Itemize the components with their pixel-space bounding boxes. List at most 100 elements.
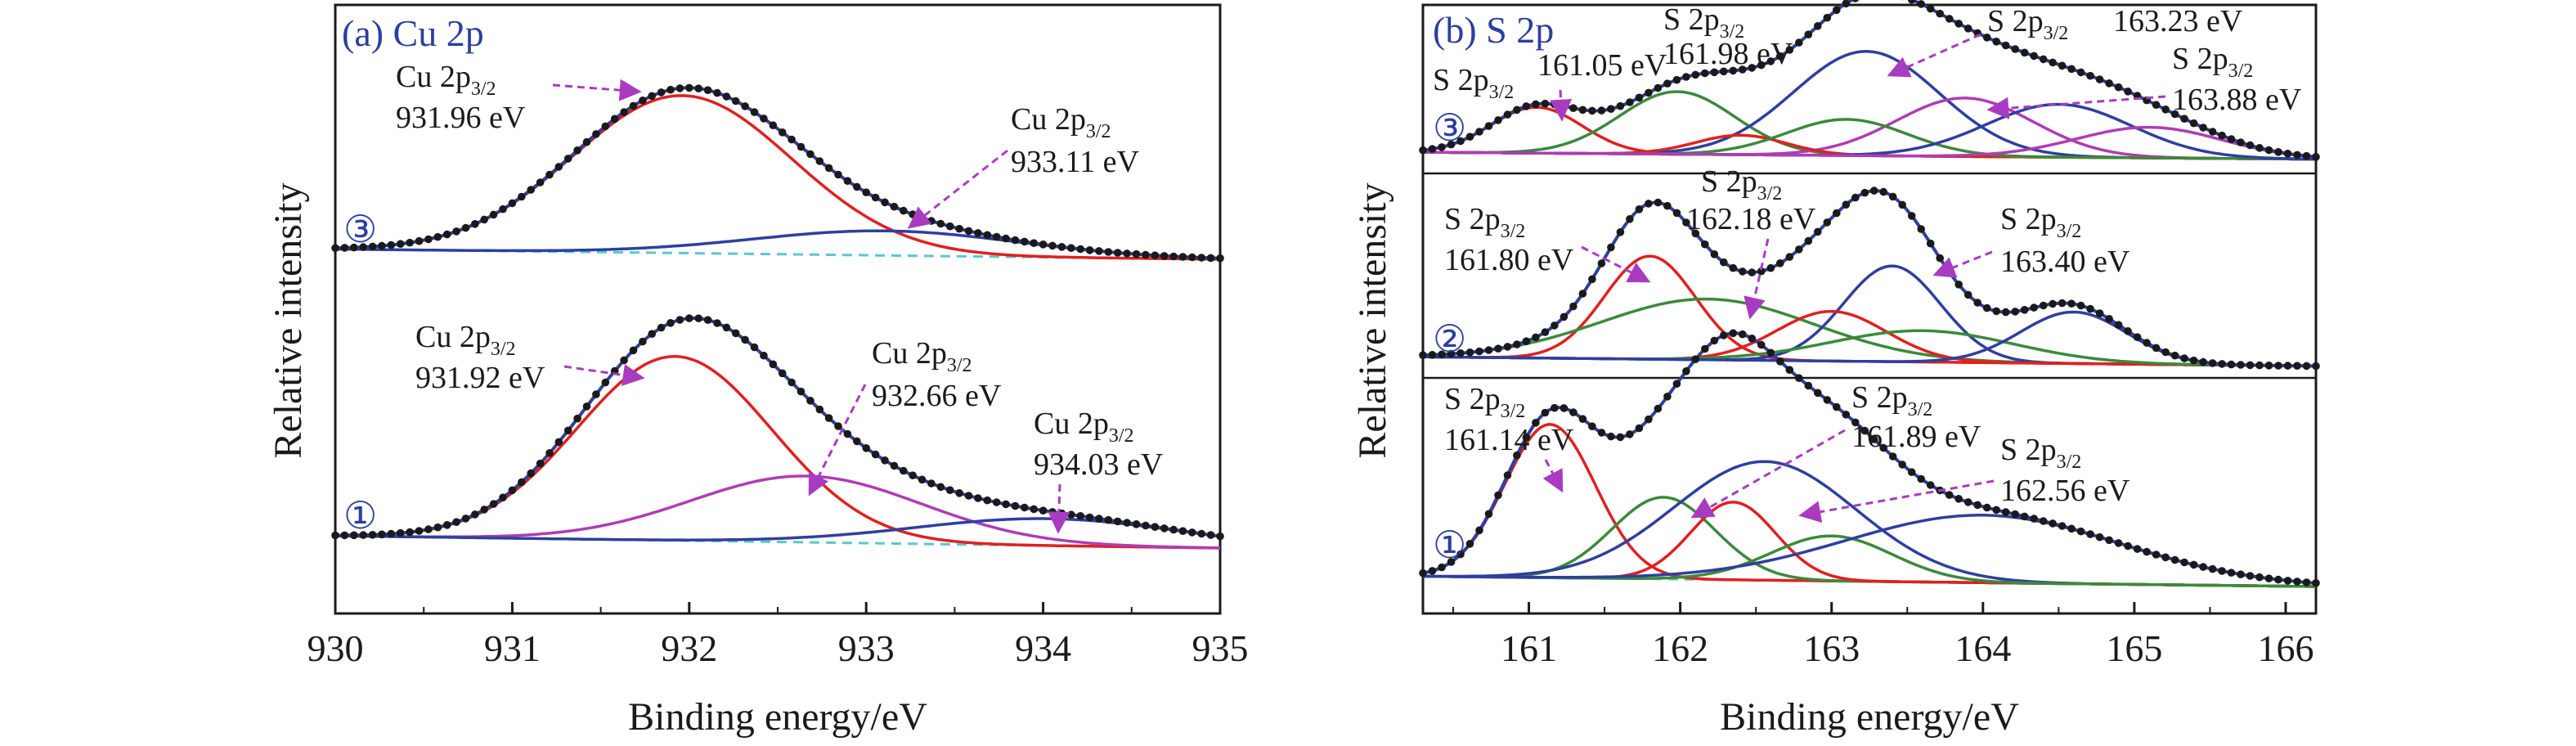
- panel-b-data-point: [1607, 432, 1615, 441]
- panel-b-data-point: [2030, 52, 2038, 61]
- panel-b-data-point: [1607, 105, 1615, 113]
- panel-b-annotation-energy: 162.56 eV: [2000, 474, 2130, 508]
- panel-a-data-point: [843, 429, 852, 438]
- panel-a-annotation-energy: 931.92 eV: [415, 361, 545, 395]
- panel-a-data-point: [545, 170, 554, 179]
- panel-a-data-point: [815, 157, 824, 165]
- panel-a-data-point: [554, 438, 563, 447]
- panel-b-component-peak: [1423, 125, 2317, 159]
- panel-a-title: (a) Cu 2p: [342, 12, 484, 54]
- panel-b-data-point: [1663, 79, 1672, 88]
- panel-b-data-point: [1438, 143, 1446, 151]
- panel-a-data-point: [518, 478, 526, 487]
- panel-a-data-point: [629, 346, 638, 355]
- panel-a-data-point: [601, 378, 610, 387]
- panel-b-data-point: [1739, 65, 1747, 74]
- panel-b-data-point: [1982, 34, 1991, 42]
- panel-b-data-point: [1776, 259, 1784, 267]
- panel-b-data-point: [1551, 100, 1559, 109]
- panel-b-x-ticks: 161 162 163 164 165 166: [1452, 602, 2313, 669]
- panel-b-data-point: [2302, 362, 2311, 371]
- panel-a-data-point: [489, 500, 498, 508]
- panel-b-data-point: [1926, 481, 1935, 489]
- panel-a-data-point: [442, 521, 451, 529]
- panel-a-data-point: [1160, 252, 1169, 260]
- panel-b-data-point: [1560, 312, 1568, 321]
- panel-a-data-point: [788, 378, 796, 387]
- panel-a-data-point: [406, 528, 414, 537]
- panel-b-annotation-label: S 2p3/2: [1444, 382, 1525, 422]
- panel-b-data-point: [1982, 503, 1991, 512]
- panel-a-data-point: [666, 85, 675, 94]
- panel-b-data-point: [1785, 253, 1794, 261]
- panel-a-data-point: [945, 486, 954, 494]
- panel-a-annotation-label: Cu 2p3/2: [1034, 407, 1134, 447]
- panel-a-component-peak: [334, 517, 1221, 542]
- panel-b-annotation-energy: 161.14 eV: [1444, 423, 1574, 457]
- panel-b-data-point: [2161, 348, 2170, 357]
- panel-b-x-tick-label: 163: [1803, 627, 1860, 669]
- panel-a-data-point: [918, 475, 927, 484]
- panel-a-data-point: [1021, 503, 1029, 512]
- panel-a-data-point: [862, 444, 870, 452]
- panel-b-data-point: [1447, 140, 1456, 149]
- panel-b-data-point: [2020, 306, 2029, 314]
- panel-b-data-point: [1541, 328, 1550, 336]
- panel-a-data-point: [945, 222, 954, 231]
- panel-a-data-point: [890, 202, 899, 211]
- panel-a-data-point: [563, 155, 572, 163]
- panel-b-data-point: [1757, 267, 1766, 276]
- panel-b-data-point: [1748, 268, 1757, 276]
- panel-a-stack-label-top: ③: [343, 209, 377, 250]
- panel-b-data-point: [1795, 374, 1803, 383]
- panel-a-data-point: [1188, 528, 1196, 537]
- panel-a-data-point: [843, 177, 852, 185]
- panel-b-data-point: [1456, 550, 1465, 559]
- panel-b-data-point: [2199, 563, 2207, 571]
- panel-a-data-point: [350, 531, 358, 540]
- panel-b-data-point: [2274, 575, 2282, 584]
- panel-a-data-point: [675, 84, 684, 92]
- panel-a-data-point: [722, 323, 731, 332]
- panel-b-data-point: [1888, 192, 1897, 201]
- panel-a-data-point: [713, 319, 721, 327]
- panel-b-data-point: [1888, 452, 1897, 461]
- panel-b-data-point: [1645, 88, 1653, 97]
- panel-b-data-point: [1720, 67, 1728, 76]
- panel-b-data-point: [1823, 13, 1832, 22]
- panel-a-data-point: [433, 523, 442, 532]
- panel-a-data-point: [1113, 517, 1122, 526]
- panel-a-data-point: [331, 244, 339, 253]
- panel-a-data-point: [545, 449, 554, 457]
- panel-b-data-point: [1945, 15, 1954, 23]
- panel-b-data-point: [2105, 536, 2113, 545]
- panel-a-data-point: [1039, 506, 1048, 515]
- panel-a-data-point: [1030, 239, 1038, 248]
- panel-a-data-point: [824, 164, 833, 173]
- panel-a-data-point: [731, 329, 740, 338]
- panel-a-data-point: [368, 242, 377, 251]
- panel-b-annotation-label: S 2p3/2: [1433, 63, 1514, 103]
- panel-a-data-point: [368, 531, 377, 539]
- panel-b-data-point: [1963, 25, 1972, 33]
- panel-b-data-point: [2227, 360, 2236, 369]
- panel-b-data-point: [1522, 433, 1531, 442]
- panel-b-data-point: [2067, 299, 2076, 308]
- panel-b-data-point: [2001, 508, 2010, 516]
- panel-a-data-point: [778, 369, 787, 378]
- panel-b-data-point: [1992, 506, 2000, 515]
- panel-b-annotation-energy: 162.18 eV: [1686, 202, 1816, 236]
- panel-b-data-point: [1748, 335, 1757, 343]
- panel-a-data-point: [620, 108, 628, 116]
- panel-b-data-point: [2095, 309, 2104, 317]
- panel-a-data-point: [1151, 251, 1160, 260]
- panel-b-data-point: [2133, 333, 2142, 342]
- panel-a-annotation-label: Cu 2p3/2: [872, 336, 972, 376]
- panel-a-data-point: [601, 122, 610, 131]
- panel-b-data-point: [1635, 93, 1644, 102]
- panel-b-data-point: [1869, 186, 1878, 195]
- panel-b-data-point: [2189, 119, 2198, 128]
- panel-a-data-point: [750, 108, 759, 116]
- panel-a-data-point: [582, 137, 591, 146]
